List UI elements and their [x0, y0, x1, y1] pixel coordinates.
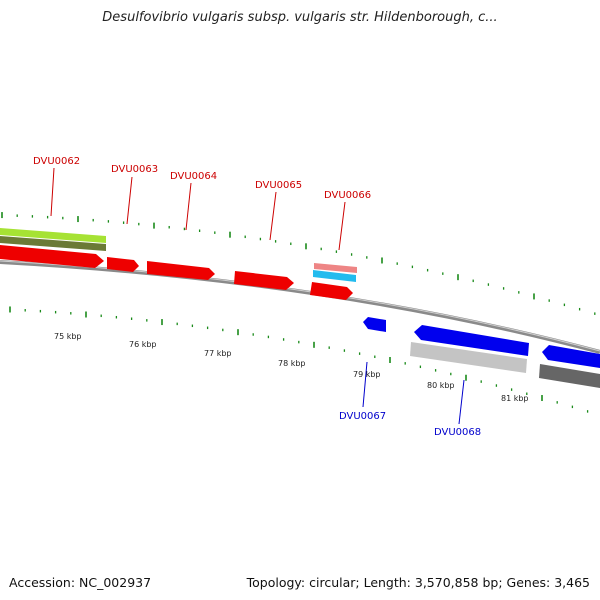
- genome-backbone-highlight: [0, 260, 600, 352]
- gene-dvu0066-leader: [338, 201, 346, 251]
- gene-dvu0065-arrow[interactable]: [234, 271, 294, 290]
- gene-dvu0066-arrow[interactable]: [310, 282, 353, 300]
- accession-text: Accession: NC_002937: [9, 575, 152, 590]
- pink-feature-bar[interactable]: [314, 263, 357, 273]
- gene-dvu0065-leader: [269, 191, 277, 241]
- scale-label-81kbp: 81 kbp: [501, 394, 529, 403]
- gene-dvu0063-leader: [126, 176, 133, 225]
- gene-dvu0066-label[interactable]: DVU0066: [324, 190, 371, 201]
- gene-dvu0068-leader: [458, 379, 465, 425]
- gene-dvu0067-leader: [362, 361, 368, 408]
- gene-dvu0062-label[interactable]: DVU0062: [33, 156, 80, 167]
- gene-dvu0065-label[interactable]: DVU0065: [255, 180, 302, 191]
- dark-gray-feature-bar[interactable]: [539, 364, 600, 388]
- gene-dvu0068-label[interactable]: DVU0068: [434, 427, 481, 438]
- scale-label-78kbp: 78 kbp: [278, 359, 306, 368]
- gene-dvu0062-leader: [50, 167, 55, 217]
- genome-summary-text: Topology: circular; Length: 3,570,858 bp…: [246, 575, 590, 590]
- scale-label-77kbp: 77 kbp: [204, 349, 232, 358]
- genome-backbone: [0, 260, 600, 354]
- tick-track-upper: [1, 212, 596, 315]
- gene-dvu0067-label[interactable]: DVU0067: [339, 411, 386, 422]
- scale-label-80kbp: 80 kbp: [427, 381, 455, 390]
- map-title: Desulfovibrio vulgaris subsp. vulgaris s…: [102, 10, 498, 25]
- cyan-feature-bar[interactable]: [313, 270, 356, 282]
- gene-dvu0063-label[interactable]: DVU0063: [111, 164, 158, 175]
- gene-dvu0067-arrow[interactable]: [363, 317, 386, 332]
- gene-dvu0064-leader: [185, 182, 192, 231]
- olive-feature-bar[interactable]: [0, 236, 106, 251]
- scale-label-76kbp: 76 kbp: [129, 340, 157, 349]
- gene-dvu0064-label[interactable]: DVU0064: [170, 171, 217, 182]
- gene-next-reverse-arrow[interactable]: [542, 345, 600, 368]
- gene-dvu0062-arrow[interactable]: [0, 245, 104, 268]
- gene-dvu0064-arrow[interactable]: [147, 261, 215, 280]
- scale-label-75kbp: 75 kbp: [54, 332, 82, 341]
- gene-dvu0068-arrow[interactable]: [414, 325, 529, 356]
- light-gray-feature-bar[interactable]: [410, 342, 527, 373]
- gene-dvu0063-arrow[interactable]: [107, 257, 139, 272]
- scale-label-79kbp: 79 kbp: [353, 370, 381, 379]
- tick-track-lower: [9, 306, 589, 413]
- green-feature-bar[interactable]: [0, 228, 106, 243]
